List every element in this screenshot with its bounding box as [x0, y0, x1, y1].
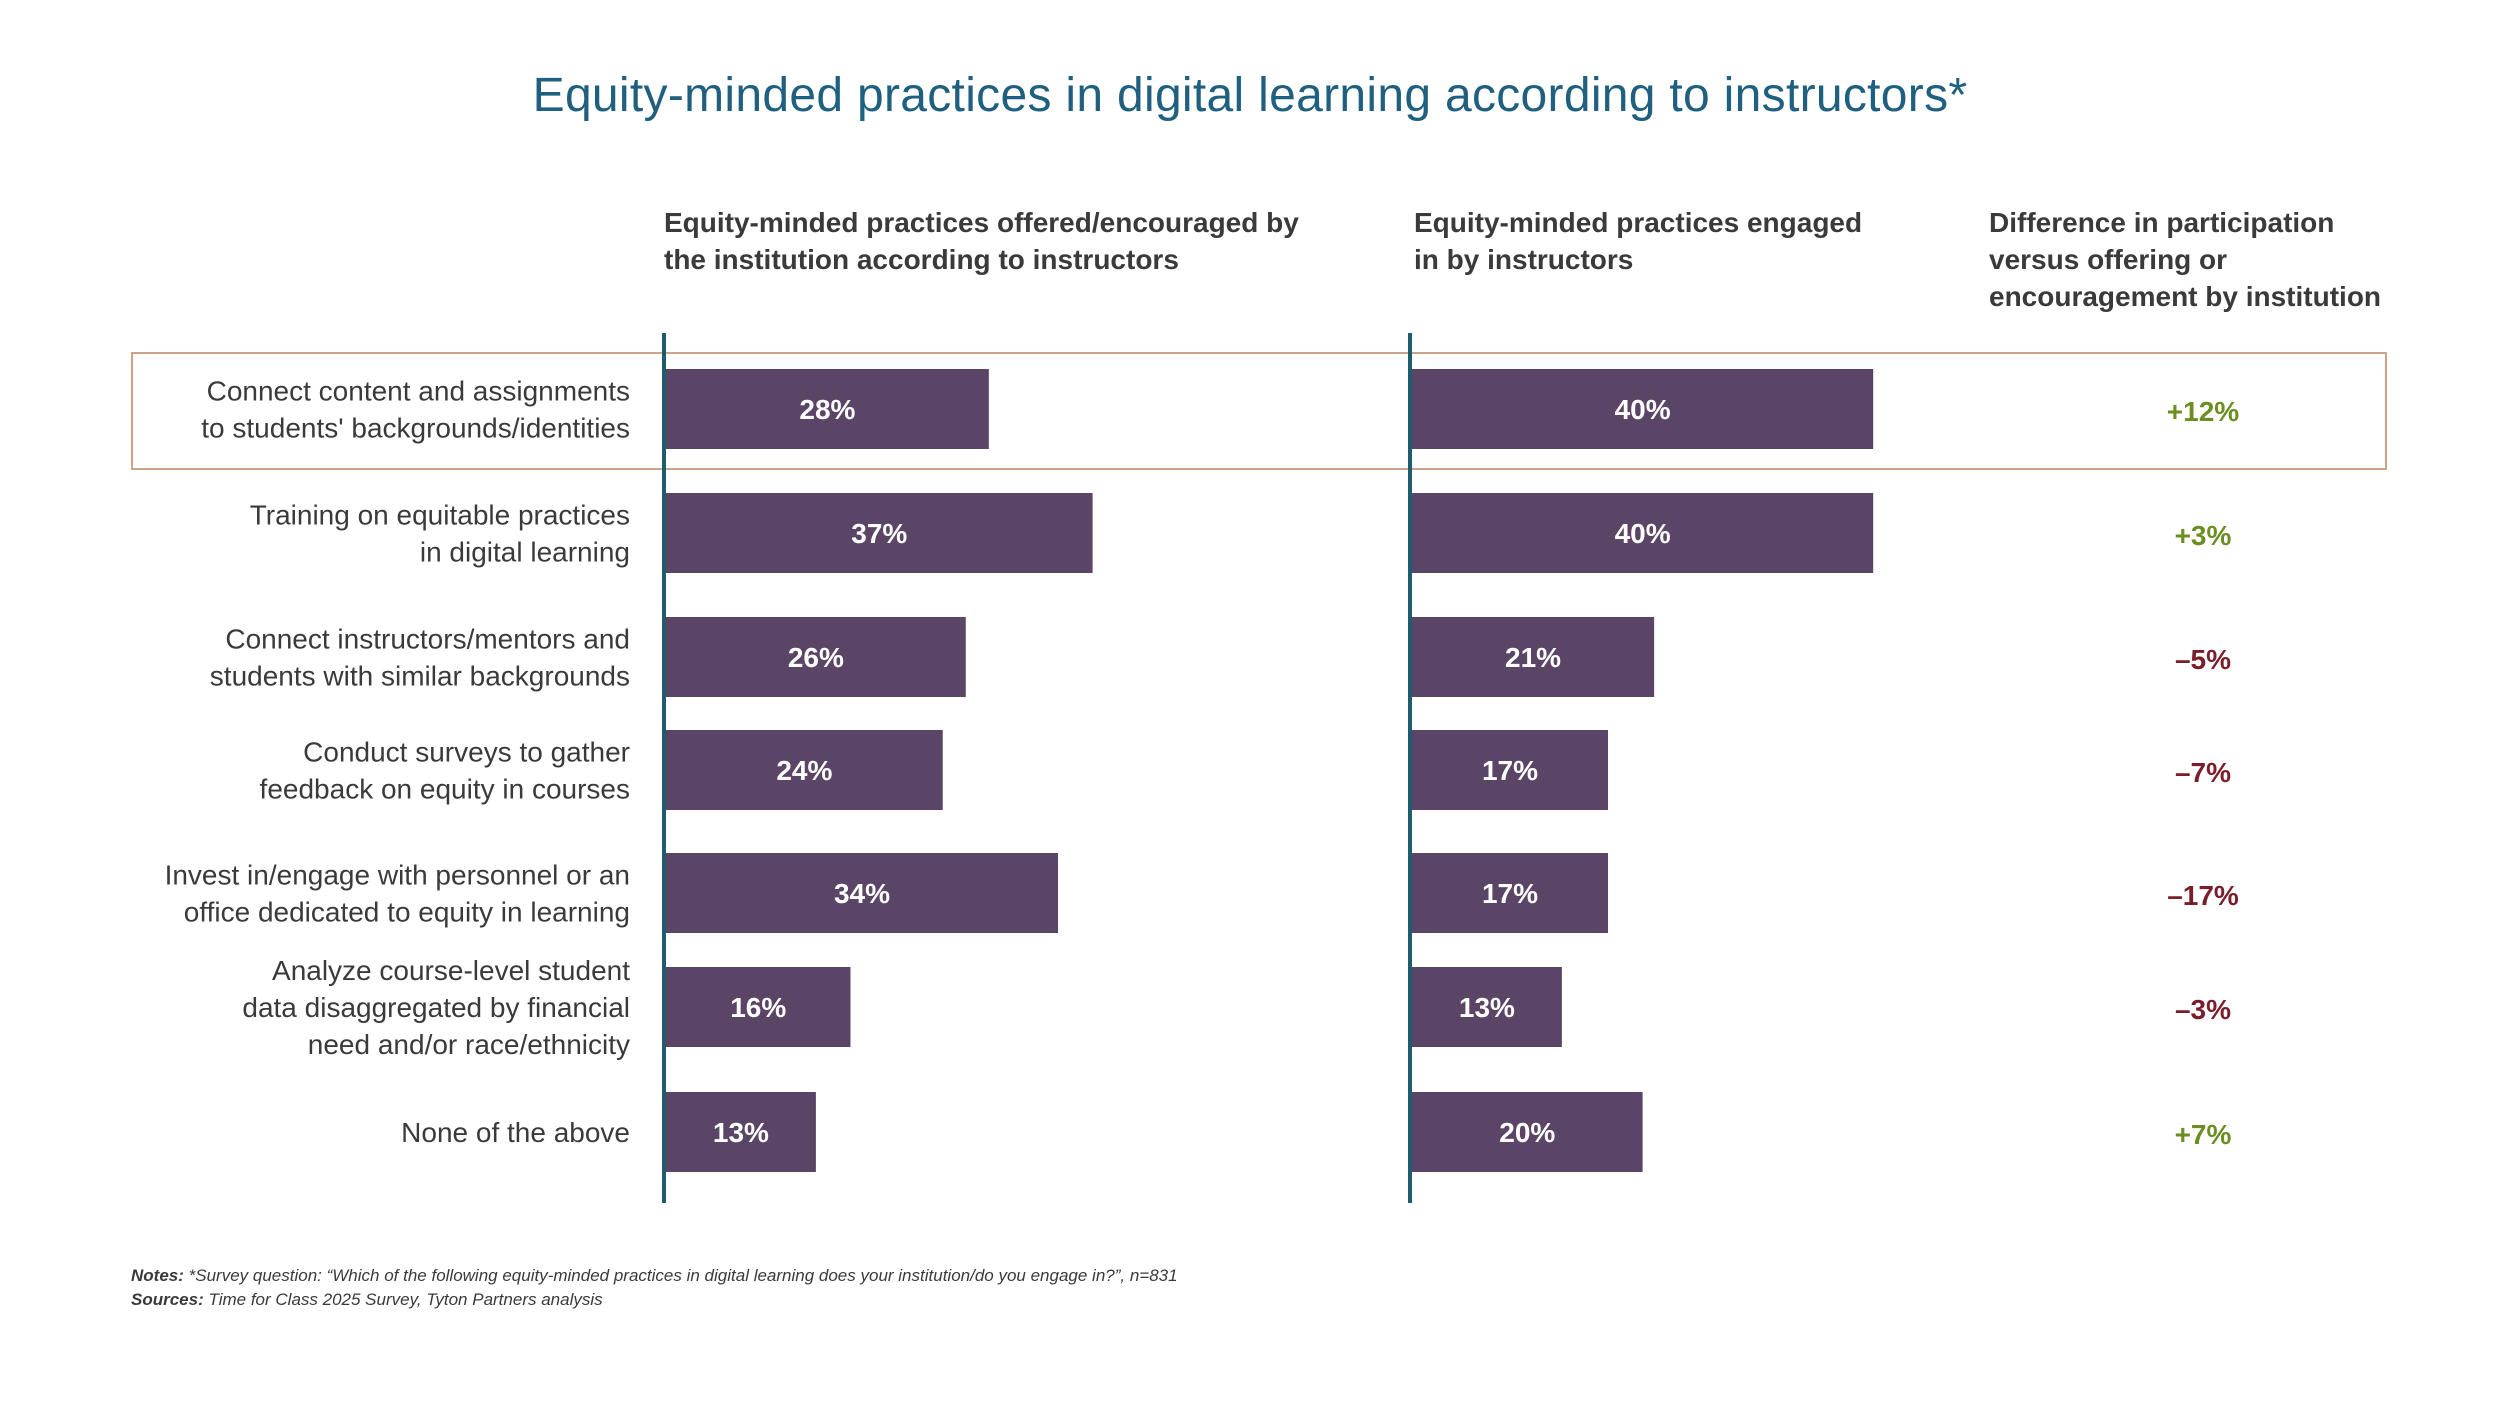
bar-engaged [1412, 493, 1874, 573]
bar-engaged [1412, 1092, 1643, 1172]
bar-engaged [1412, 369, 1874, 449]
difference-value: +12% [2167, 396, 2239, 427]
value-label-engaged: 40% [1615, 394, 1671, 425]
highlight-row-border [131, 352, 2387, 470]
value-label-engaged: 40% [1615, 518, 1671, 549]
notes-line: Notes: *Survey question: “Which of the f… [131, 1264, 1178, 1288]
bar-offered [666, 853, 1059, 933]
notes-label: Notes: [131, 1266, 184, 1285]
difference-value: –7% [2175, 757, 2231, 788]
value-label-offered: 28% [799, 394, 855, 425]
column-header-offered: Equity-minded practices offered/encourag… [664, 207, 1299, 275]
chart-title: Equity-minded practices in digital learn… [532, 69, 1968, 122]
sources-text: Time for Class 2025 Survey, Tyton Partne… [203, 1290, 603, 1309]
sources-line: Sources: Time for Class 2025 Survey, Tyt… [131, 1288, 1178, 1312]
value-label-engaged: 21% [1505, 642, 1561, 673]
value-label-offered: 24% [776, 755, 832, 786]
category-label: to students' backgrounds/identities [201, 413, 630, 444]
value-label-engaged: 20% [1499, 1117, 1555, 1148]
value-label-offered: 16% [730, 992, 786, 1023]
bar-offered [666, 369, 989, 449]
notes-text: *Survey question: “Which of the followin… [183, 1266, 1178, 1285]
category-label: feedback on equity in courses [260, 774, 630, 805]
category-label: Analyze course-level student [272, 955, 630, 986]
value-label-engaged: 17% [1482, 878, 1538, 909]
value-label-engaged: 17% [1482, 755, 1538, 786]
category-label: students with similar backgrounds [210, 661, 630, 692]
bar-engaged [1412, 967, 1562, 1047]
category-label: in digital learning [420, 537, 630, 568]
category-label: Invest in/engage with personnel or an [165, 860, 630, 891]
difference-value: –3% [2175, 994, 2231, 1025]
value-label-offered: 37% [851, 518, 907, 549]
value-label-offered: 34% [834, 878, 890, 909]
value-label-engaged: 13% [1459, 992, 1515, 1023]
bar-offered [666, 967, 851, 1047]
notes-block: Notes: *Survey question: “Which of the f… [131, 1264, 1178, 1312]
category-label: Conduct surveys to gather [303, 737, 630, 768]
bar-offered [666, 493, 1093, 573]
sources-label: Sources: [131, 1290, 204, 1309]
category-label: Connect instructors/mentors and [225, 624, 630, 655]
column-header-engaged: Equity-minded practices engaged in by in… [1414, 207, 1863, 275]
bar-engaged [1412, 617, 1655, 697]
difference-value: +3% [2175, 520, 2232, 551]
difference-value: –17% [2167, 880, 2239, 911]
category-label: need and/or race/ethnicity [308, 1029, 630, 1060]
column-header-difference: Difference in participation versus offer… [1989, 207, 2382, 312]
category-label: Connect content and assignments [207, 376, 630, 407]
bar-offered [666, 730, 943, 810]
bar-offered [666, 1092, 816, 1172]
category-label: office dedicated to equity in learning [184, 897, 630, 928]
difference-value: +7% [2175, 1119, 2232, 1150]
value-label-offered: 13% [713, 1117, 769, 1148]
category-label: Training on equitable practices [250, 500, 630, 531]
difference-value: –5% [2175, 644, 2231, 675]
category-label: data disaggregated by financial [242, 992, 630, 1023]
value-label-offered: 26% [788, 642, 844, 673]
category-label: None of the above [401, 1117, 630, 1148]
bar-engaged [1412, 853, 1609, 933]
bar-offered [666, 617, 966, 697]
bar-engaged [1412, 730, 1609, 810]
